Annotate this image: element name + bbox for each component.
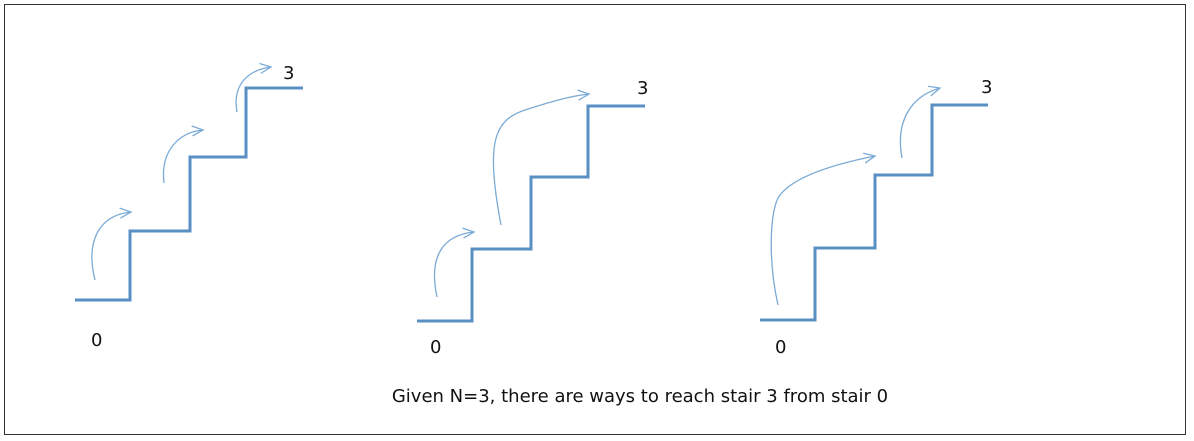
staircase-2 [417,89,645,323]
stair-outline [75,86,303,302]
jump-arrow [162,125,205,184]
start-label: 0 [430,337,442,358]
jump-arrow [433,227,476,298]
jump-arrow [492,89,591,226]
jump-arrow [770,152,877,306]
staircase-1 [75,62,303,302]
jump-arrow [899,85,942,159]
start-label: 0 [91,330,103,351]
jump-arrow [91,207,133,281]
stair-outline [760,103,988,322]
stair-outline [417,104,645,323]
end-label: 3 [981,77,993,98]
start-label: 0 [775,337,787,358]
jump-arrow [235,62,273,113]
diagram-frame [4,4,1186,435]
caption: Given N=3, there are ways to reach stair… [391,386,889,407]
staircase-3 [760,85,988,322]
end-label: 3 [283,63,295,84]
end-label: 3 [637,78,649,99]
